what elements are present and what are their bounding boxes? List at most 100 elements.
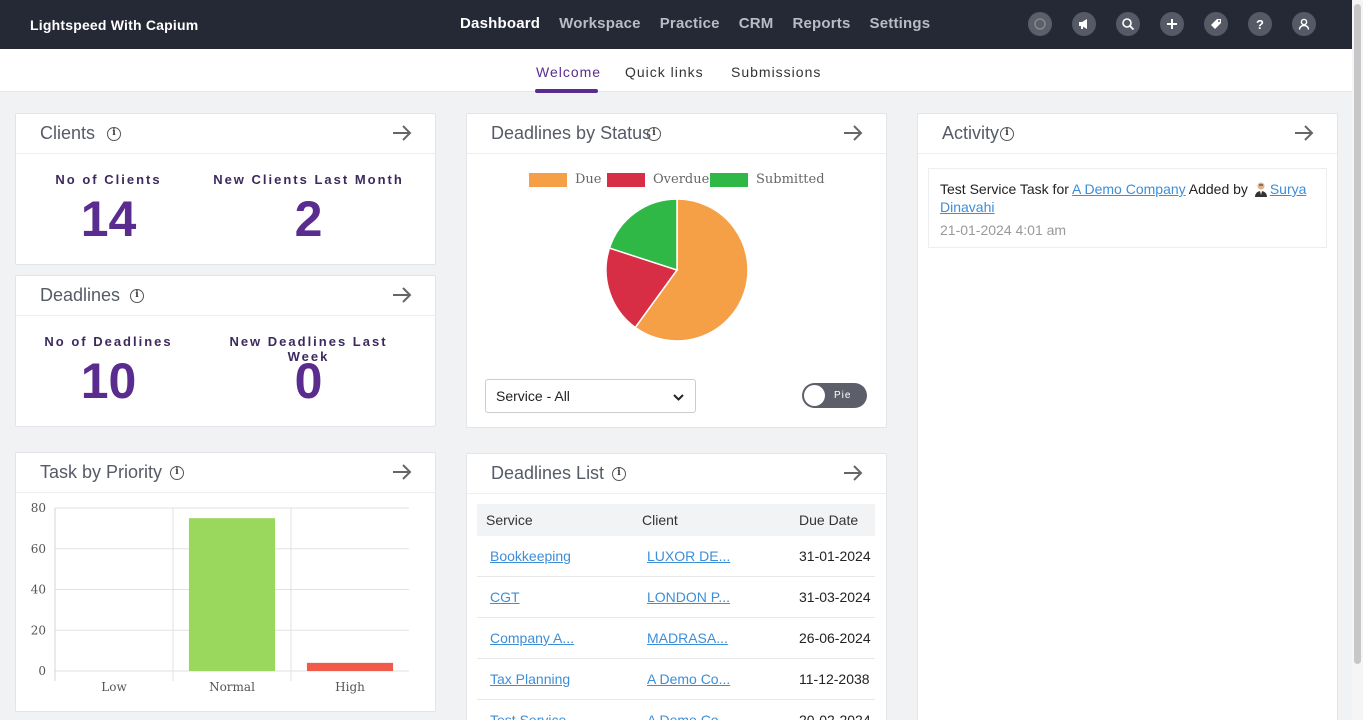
nav-practice[interactable]: Practice bbox=[659, 15, 720, 32]
info-icon[interactable]: i bbox=[612, 467, 626, 481]
stat-value: 2 bbox=[294, 191, 323, 247]
user-link[interactable]: Surya bbox=[1269, 181, 1307, 197]
stat-value: 14 bbox=[80, 191, 137, 247]
deadlines-table: Service Client Due Date Bookkeeping LUXO… bbox=[477, 504, 875, 720]
chevron-down-icon bbox=[673, 394, 684, 401]
info-icon[interactable]: i bbox=[647, 127, 661, 141]
bar-normal[interactable] bbox=[188, 518, 276, 671]
legend-overdue[interactable]: Overdue bbox=[607, 172, 709, 187]
tab-quick-links[interactable]: Quick links bbox=[625, 64, 704, 80]
arrow-right-icon[interactable] bbox=[391, 461, 413, 483]
user-link[interactable]: Dinavahi bbox=[940, 199, 995, 215]
select-value: Service - All bbox=[496, 388, 570, 404]
bar-high[interactable] bbox=[306, 662, 394, 671]
company-link[interactable]: A Demo Company bbox=[1072, 181, 1186, 197]
capium-logo-icon[interactable] bbox=[1028, 12, 1052, 36]
activity-text: Test Service Task for A Demo Company Add… bbox=[940, 180, 1310, 216]
pie-slice-submitted[interactable] bbox=[608, 198, 678, 272]
toggle-label: Pie bbox=[834, 390, 852, 401]
card-title: Deadlines List bbox=[491, 463, 605, 483]
info-icon[interactable]: i bbox=[107, 127, 121, 141]
column-header-service[interactable]: Service bbox=[486, 512, 533, 528]
stat-label: New Clients Last Month bbox=[213, 172, 404, 187]
column-header-due-date[interactable]: Due Date bbox=[799, 512, 859, 528]
card-title: Task by Priority bbox=[40, 462, 163, 482]
card-header: Activity i bbox=[918, 114, 1337, 154]
table-row: Company A... MADRASA... 26-06-2024 bbox=[477, 618, 875, 659]
card-header: Deadlines i bbox=[16, 276, 435, 316]
service-link[interactable]: Bookkeeping bbox=[490, 548, 571, 564]
page-scrollbar[interactable] bbox=[1352, 0, 1363, 720]
arrow-right-icon[interactable] bbox=[391, 122, 413, 144]
search-icon[interactable] bbox=[1116, 12, 1140, 36]
table-row: Test Service A Demo Co... 20-02-2024 bbox=[477, 700, 875, 720]
nav-dashboard[interactable]: Dashboard bbox=[460, 15, 541, 32]
info-icon[interactable]: i bbox=[170, 466, 184, 480]
client-link[interactable]: LONDON P... bbox=[647, 589, 730, 605]
x-tick-label: Low bbox=[101, 680, 127, 694]
nav-crm[interactable]: CRM bbox=[738, 15, 774, 32]
activity-card: Activity i bbox=[917, 113, 1338, 720]
sub-tab-bar: Welcome Quick links Submissions bbox=[0, 49, 1352, 92]
service-link[interactable]: CGT bbox=[490, 589, 520, 605]
legend-submitted[interactable]: Submitted bbox=[710, 172, 825, 187]
brand-name[interactable]: Lightspeed With Capium bbox=[30, 17, 199, 33]
table-header: Service Client Due Date bbox=[477, 504, 875, 536]
service-link[interactable]: Company A... bbox=[490, 630, 575, 646]
activity-text-prefix: Test Service Task for bbox=[940, 181, 1069, 197]
legend-due[interactable]: Due bbox=[529, 172, 602, 187]
client-link[interactable]: MADRASA... bbox=[647, 630, 728, 646]
arrow-right-icon[interactable] bbox=[1293, 122, 1315, 144]
activity-text-added-by: Added by bbox=[1188, 181, 1248, 197]
client-link[interactable]: A Demo Co... bbox=[647, 671, 731, 687]
clients-card: Clients i No of Clients 14 New Clients L… bbox=[15, 113, 436, 265]
info-icon[interactable]: i bbox=[1000, 127, 1014, 141]
priority-bar-chart: 0 20 40 60 80 Low Normal High bbox=[31, 501, 409, 694]
arrow-right-icon[interactable] bbox=[842, 122, 864, 144]
stat-value: 0 bbox=[294, 353, 323, 409]
client-link[interactable]: A Demo Co... bbox=[647, 712, 731, 720]
tab-submissions[interactable]: Submissions bbox=[731, 64, 822, 80]
help-icon[interactable]: ? bbox=[1248, 12, 1272, 36]
y-tick-label: 80 bbox=[31, 501, 46, 515]
nav-reports[interactable]: Reports bbox=[792, 15, 851, 32]
y-tick-label: 20 bbox=[31, 623, 46, 637]
card-header: Clients i bbox=[16, 114, 435, 154]
megaphone-icon[interactable] bbox=[1072, 12, 1096, 36]
service-filter-select[interactable]: Service - All bbox=[485, 379, 696, 413]
nav-settings[interactable]: Settings bbox=[869, 15, 931, 32]
table-row: CGT LONDON P... 31-03-2024 bbox=[477, 577, 875, 618]
plus-icon[interactable] bbox=[1160, 12, 1184, 36]
client-link[interactable]: LUXOR DE... bbox=[647, 548, 731, 564]
service-link[interactable]: Tax Planning bbox=[490, 671, 571, 687]
chart-type-toggle[interactable]: Pie bbox=[802, 383, 867, 408]
deadlines-card: Deadlines i No of Deadlines 10 New Deadl… bbox=[15, 275, 436, 427]
table-row: Bookkeeping LUXOR DE... 31-01-2024 bbox=[477, 536, 875, 577]
toggle-knob bbox=[804, 385, 825, 406]
pie-slice-overdue[interactable] bbox=[605, 247, 679, 329]
tag-icon[interactable] bbox=[1204, 12, 1228, 36]
column-header-client[interactable]: Client bbox=[642, 512, 678, 528]
card-header: Deadlines by Status i bbox=[467, 114, 886, 154]
service-link[interactable]: Test Service bbox=[490, 712, 567, 720]
stat-label: No of Clients bbox=[55, 172, 162, 187]
due-date: 26-06-2024 bbox=[799, 630, 871, 646]
active-tab-indicator bbox=[535, 89, 598, 93]
user-icon[interactable] bbox=[1292, 12, 1316, 36]
info-icon[interactable]: i bbox=[130, 289, 144, 303]
activity-item: Test Service Task for A Demo Company Add… bbox=[928, 168, 1327, 248]
arrow-right-icon[interactable] bbox=[391, 284, 413, 306]
nav-workspace[interactable]: Workspace bbox=[559, 15, 641, 32]
pie-slice-due[interactable] bbox=[634, 198, 749, 342]
legend-label: Due bbox=[575, 172, 602, 187]
card-title: Clients bbox=[40, 123, 96, 143]
legend-swatch bbox=[607, 172, 645, 187]
legend-swatch bbox=[710, 172, 748, 187]
activity-timestamp: 21-01-2024 4:01 am bbox=[940, 222, 1067, 238]
arrow-right-icon[interactable] bbox=[842, 462, 864, 484]
tab-welcome[interactable]: Welcome bbox=[536, 64, 602, 80]
legend-label: Overdue bbox=[653, 172, 710, 187]
scrollbar-thumb[interactable] bbox=[1354, 4, 1361, 664]
x-tick-label: High bbox=[335, 680, 365, 694]
deadlines-list-card: Deadlines List i bbox=[466, 453, 887, 720]
